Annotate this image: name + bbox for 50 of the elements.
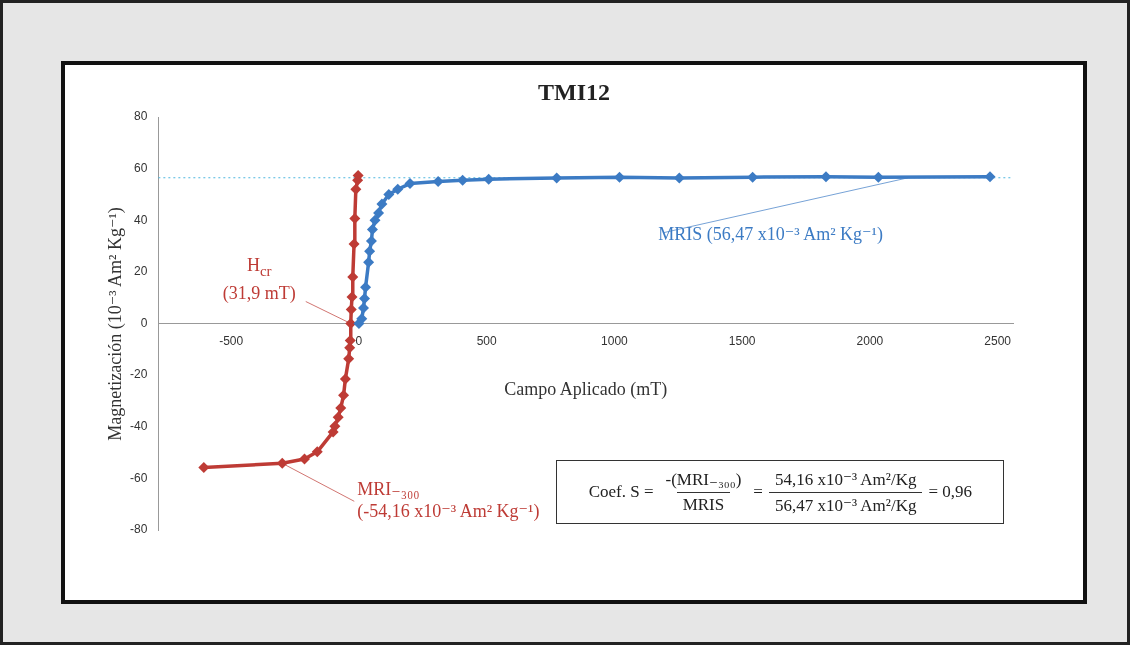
y-tick-label: 80 [133, 109, 148, 124]
point [376, 198, 388, 210]
y-tick-label: -60 [130, 470, 148, 485]
annotation: 54,16 x10⁻³ Am²/Kg [773, 468, 918, 491]
y-tick-label: -40 [130, 419, 148, 434]
point [404, 178, 416, 190]
point [392, 183, 404, 195]
y-tick-label: -80 [130, 522, 148, 537]
annotation: 56,47 x10⁻³ Am²/Kg [768, 491, 923, 516]
x-tick-label: 2000 [856, 334, 884, 349]
point [338, 389, 350, 401]
x-tick-label: 1500 [728, 334, 756, 349]
point [343, 353, 355, 365]
point [364, 245, 376, 257]
point [369, 214, 381, 226]
x-tick-label: 0 [355, 334, 363, 349]
point [346, 291, 358, 303]
point [350, 183, 362, 195]
point [358, 302, 370, 314]
x-tick-label: 2500 [984, 334, 1012, 349]
point [373, 207, 385, 219]
x-tick-label: -500 [219, 334, 244, 349]
point [332, 411, 344, 423]
point [365, 235, 377, 247]
x-tick-label: 500 [476, 334, 497, 349]
point [311, 446, 323, 458]
point [348, 238, 360, 250]
annotation: = 0,96 [928, 482, 973, 502]
point [360, 281, 372, 293]
y-tick-label: 40 [133, 212, 148, 227]
annotation: H$_{cr}$ (31,9 mT) [222, 253, 296, 304]
annotation: = [753, 482, 763, 502]
annotation: -(MRI₋₃₀₀) [664, 469, 743, 491]
point [363, 256, 375, 268]
y-tick-label: 60 [133, 160, 148, 175]
annotation: Coef. S = [588, 482, 654, 502]
point [298, 453, 310, 465]
point [339, 373, 351, 385]
y-tick-label: 20 [133, 264, 148, 279]
y-tick-label: 0 [140, 315, 148, 330]
x-axis-title: Campo Aplicado (mT) [504, 379, 668, 401]
y-tick-label: -20 [130, 367, 148, 382]
x-tick-label: 1000 [601, 334, 629, 349]
annotation: MRI₋₃₀₀ (-54,16 x10⁻³ Am² Kg⁻¹) [357, 478, 540, 523]
point [335, 402, 347, 414]
point [383, 188, 395, 200]
annotation: MRIS (56,47 x10⁻³ Am² Kg⁻¹) [658, 222, 883, 245]
y-axis-title: Magnetización (10⁻³ Am² Kg⁻¹) [104, 206, 126, 441]
annotation: MRIS [676, 492, 731, 515]
chart-title: TMI12 [537, 79, 611, 106]
